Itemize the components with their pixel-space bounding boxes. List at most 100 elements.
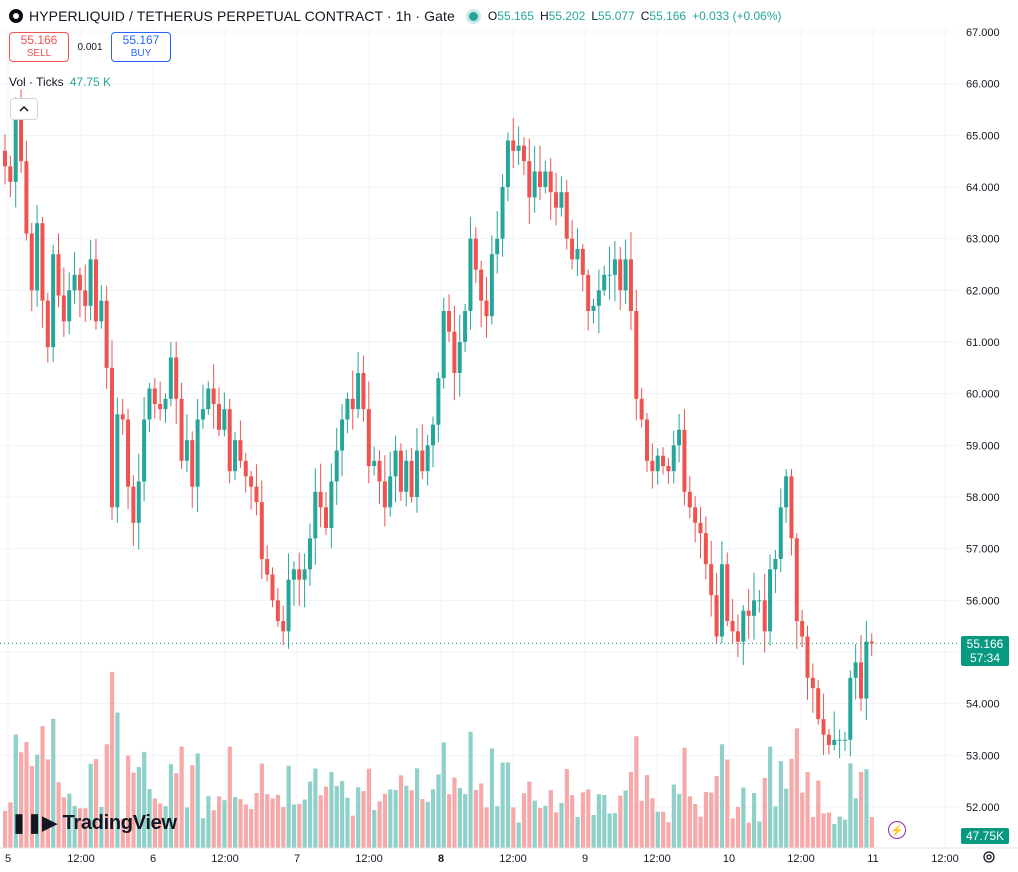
collapse-legend-button[interactable]: [10, 98, 38, 120]
candle-body: [431, 424, 435, 446]
volume-bar: [500, 762, 505, 848]
low-value: 55.077: [598, 9, 635, 23]
candle-body: [190, 440, 195, 487]
candle-body: [655, 455, 660, 472]
volume-bar: [297, 804, 302, 848]
candle-body: [869, 641, 874, 644]
volume-bar: [425, 801, 430, 848]
time-tick: 9: [582, 853, 588, 865]
time-tick: 12:00: [787, 853, 815, 865]
volume-bar: [869, 817, 874, 848]
volume-bar: [810, 816, 816, 848]
price-axis: 67.000 66.000 65.000 64.000 63.000 62.000 61.0…: [958, 0, 1018, 848]
candle-body: [233, 440, 238, 472]
candle-body: [479, 269, 484, 301]
time-tick: 7: [294, 853, 300, 865]
volume-bar: [270, 798, 275, 848]
sell-button[interactable]: 55.166 SELL: [9, 32, 69, 62]
candle-body: [243, 460, 248, 477]
volume-bar: [645, 775, 650, 848]
volume-bar: [650, 798, 655, 848]
volume-bar: [281, 807, 286, 848]
candle-body: [436, 378, 441, 425]
candle-body: [340, 419, 345, 451]
volume-bar: [784, 788, 789, 848]
volume-bar: [356, 787, 361, 848]
volume-bar: [666, 822, 671, 848]
spread-value: 0.001: [77, 41, 103, 53]
volume-bar: [463, 794, 468, 848]
candle-body: [623, 259, 628, 291]
symbol-title[interactable]: HYPERLIQUID / TETHERUS PERPETUAL CONTRAC…: [29, 8, 455, 24]
gear-icon[interactable]: [982, 850, 996, 864]
volume-bar: [265, 794, 270, 848]
volume-bar: [147, 789, 152, 848]
volume-bar: [853, 798, 858, 848]
volume-bar: [8, 802, 13, 848]
candle-body: [174, 357, 179, 399]
candlesticks: [3, 89, 874, 759]
candle-body: [366, 409, 371, 466]
candle-body: [650, 460, 655, 472]
candle-body: [211, 388, 216, 404]
buy-button[interactable]: 55.167 BUY: [111, 32, 171, 62]
candle-body: [291, 569, 296, 580]
volume-bar: [618, 795, 623, 848]
volume-bar: [832, 823, 837, 848]
candle-body: [757, 600, 762, 602]
volume-bar: [436, 774, 441, 848]
candle-body: [350, 398, 355, 410]
candle-body: [859, 662, 863, 699]
volume-bar: [291, 804, 297, 848]
volume-legend-value: 47.75 K: [69, 75, 112, 89]
bar-countdown: 57:34: [969, 651, 1001, 665]
candle-body: [67, 290, 72, 322]
candle-body: [93, 259, 98, 322]
lightning-icon[interactable]: ⚡: [888, 821, 906, 839]
tradingview-logo[interactable]: ❚❚▶ TradingView: [11, 812, 177, 835]
candle-body: [152, 388, 157, 404]
price-tick: 57.000: [966, 544, 1000, 556]
volume-bar: [623, 790, 628, 848]
volume-bar: [489, 748, 495, 848]
volume-bar: [773, 806, 778, 848]
time-tick: 12:00: [499, 853, 527, 865]
candle-body: [746, 610, 751, 616]
volume-legend[interactable]: Vol · Ticks 47.75 K: [9, 75, 111, 89]
candle-body: [168, 357, 173, 399]
volume-bar: [324, 786, 329, 848]
volume-bar: [709, 792, 714, 848]
candle-body: [8, 166, 13, 182]
volume-bar: [746, 822, 751, 848]
price-tick: 64.000: [966, 182, 1000, 194]
candle-body: [83, 290, 88, 306]
candle-body: [110, 367, 114, 508]
buy-label: BUY: [130, 48, 152, 59]
candle-body: [591, 305, 596, 311]
volume-bar: [45, 759, 50, 848]
volume-bar: [805, 772, 810, 848]
volume-bar: [72, 805, 77, 848]
volume-bar: [168, 764, 174, 848]
candle-body: [538, 171, 542, 187]
candle-body: [377, 460, 382, 482]
candle-body: [404, 460, 409, 492]
candle-body: [500, 187, 505, 239]
volume-bar: [468, 731, 473, 848]
volume-bar: [607, 813, 612, 848]
volume-bar: [762, 777, 767, 848]
volume-bar: [864, 769, 869, 848]
candle-body: [77, 274, 82, 291]
candle-body: [372, 460, 377, 466]
price-tick: 66.000: [966, 79, 1000, 91]
volume-bar: [725, 759, 730, 848]
candle-body: [810, 677, 815, 689]
volume-bar: [816, 780, 821, 848]
volume-bar: [661, 811, 666, 848]
candle-body: [527, 161, 532, 198]
volume-bars: [3, 671, 874, 848]
candle-body: [126, 419, 131, 487]
volume-bar: [3, 810, 8, 848]
volume-bar: [495, 806, 500, 848]
